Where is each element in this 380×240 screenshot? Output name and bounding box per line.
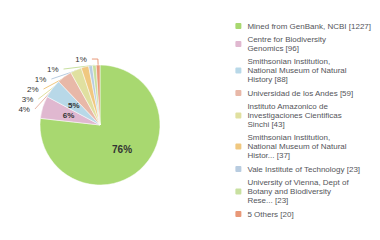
svg-text:76%: 76%: [112, 144, 132, 155]
svg-text:History [88]: History [88]: [247, 75, 287, 84]
svg-text:2%: 2%: [27, 85, 39, 94]
svg-text:Universidad de los Andes [59]: Universidad de los Andes [59]: [247, 89, 353, 98]
svg-text:5%: 5%: [68, 101, 80, 110]
svg-text:Smithsonian Institution,: Smithsonian Institution,: [247, 57, 330, 66]
svg-text:Histor... [37]: Histor... [37]: [247, 151, 290, 160]
svg-text:National Museum of Natural: National Museum of Natural: [247, 142, 346, 151]
svg-text:Instituto Amazonico de: Instituto Amazonico de: [247, 102, 328, 111]
svg-text:Genomics [96]: Genomics [96]: [247, 44, 299, 53]
svg-text:1%: 1%: [35, 75, 47, 84]
svg-text:Mined from GenBank, NCBI [1227: Mined from GenBank, NCBI [1227]: [247, 22, 371, 31]
svg-text:Vale Institute of Technology [: Vale Institute of Technology [23]: [247, 165, 360, 174]
svg-text:4%: 4%: [18, 105, 30, 114]
svg-text:1%: 1%: [47, 65, 59, 74]
svg-text:Smithsonian Institution,: Smithsonian Institution,: [247, 133, 330, 142]
svg-text:Sinchi [43]: Sinchi [43]: [247, 120, 284, 129]
svg-text:Centre for Biodiversity: Centre for Biodiversity: [247, 35, 326, 44]
svg-text:1%: 1%: [75, 55, 87, 64]
svg-text:Rese... [23]: Rese... [23]: [247, 196, 288, 205]
svg-text:Botany and Biodiversity: Botany and Biodiversity: [247, 187, 331, 196]
svg-text:Investigaciones Cientificas: Investigaciones Cientificas: [247, 111, 341, 120]
svg-text:5 Others [20]: 5 Others [20]: [247, 210, 293, 219]
svg-text:National Museum of Natural: National Museum of Natural: [247, 66, 346, 75]
svg-text:University of Vienna, Dept of: University of Vienna, Dept of: [247, 178, 349, 187]
svg-text:6%: 6%: [63, 111, 75, 120]
svg-text:3%: 3%: [22, 95, 34, 104]
